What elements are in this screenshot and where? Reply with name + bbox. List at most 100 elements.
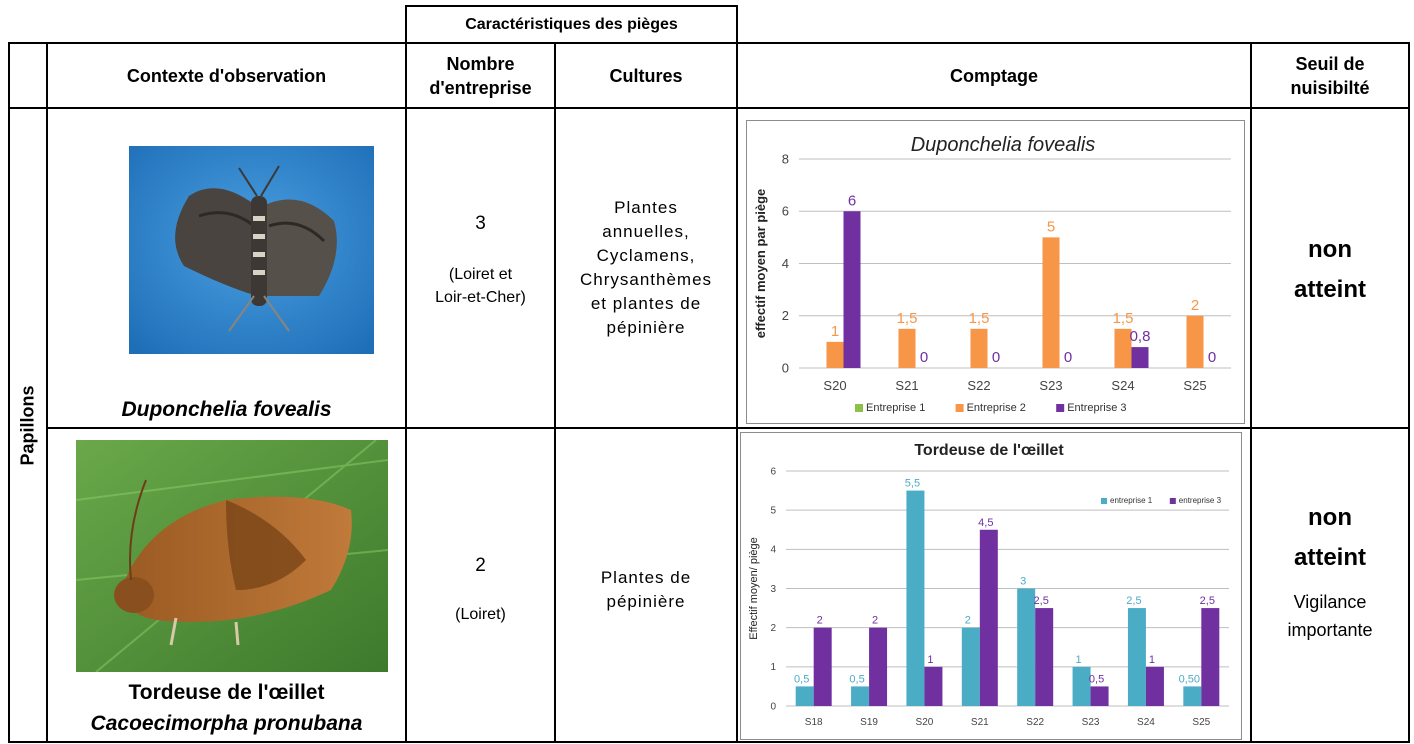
- legend-swatch: [1101, 498, 1107, 504]
- data-label: 4,5: [978, 517, 993, 529]
- threshold-status-tordeuse: non atteint Vigilance importante: [1252, 498, 1408, 688]
- bar: [1035, 608, 1054, 706]
- company-count-tordeuse: 2 (Loiret): [407, 548, 554, 638]
- company-count-value: 3: [475, 213, 486, 234]
- data-label: 0,50: [1179, 673, 1200, 685]
- bar: [813, 627, 832, 706]
- bar: [979, 529, 998, 706]
- crop-line: annuelles,: [602, 222, 690, 241]
- crops-duponchelia: Plantes annuelles, Cyclamens, Chrysanthè…: [556, 178, 736, 358]
- species-name-tordeuse: Tordeuse de l'œillet Cacoecimorpha pronu…: [48, 676, 405, 740]
- y-tick-label: 6: [782, 204, 789, 219]
- note-line1: Vigilance: [1293, 592, 1367, 612]
- bar: [1201, 608, 1220, 706]
- header-crops: Cultures: [556, 44, 736, 107]
- bar: [1183, 686, 1202, 706]
- header-context: Contexte d'observation: [48, 44, 405, 107]
- species-latin-name: Cacoecimorpha pronubana: [90, 712, 363, 735]
- header-company-count: Nombre d'entreprise: [407, 44, 554, 107]
- grid-line: [1408, 42, 1410, 743]
- data-label: 5: [1047, 218, 1055, 235]
- crop-line: pépinière: [606, 592, 686, 611]
- region-line1: (Loiret et: [448, 266, 513, 283]
- moth-photo-tordeuse: [76, 440, 388, 672]
- y-tick-label: 8: [782, 151, 789, 166]
- x-tick-label: S23: [1039, 378, 1062, 393]
- species-name-duponchelia: Duponchelia fovealis: [48, 392, 405, 426]
- header-threshold-line1: Seuil de: [1295, 53, 1365, 74]
- bar: [843, 211, 861, 368]
- y-tick-label: 0: [782, 360, 789, 375]
- crop-line: Plantes: [614, 198, 678, 217]
- header-counting-label: Comptage: [949, 65, 1038, 86]
- chart-tordeuse-svg: Tordeuse de l'œillet Effectif moyen/ pièg…: [748, 442, 1229, 728]
- status-line1: non: [1308, 236, 1352, 263]
- x-tick-label: S22: [967, 378, 990, 393]
- legend-label: entreprise 3: [1179, 496, 1222, 505]
- y-tick-label: 5: [770, 506, 776, 517]
- y-tick-label: 1: [770, 662, 776, 673]
- x-tick-label: S19: [860, 717, 878, 728]
- status-line1: non: [1308, 504, 1352, 531]
- x-tick-label: S21: [895, 378, 918, 393]
- data-label: 2,5: [1034, 595, 1049, 607]
- bar: [869, 627, 888, 706]
- data-label: 0: [920, 349, 928, 366]
- x-tick-label: S21: [971, 717, 989, 728]
- data-label: 1: [831, 323, 839, 340]
- moth-photo-duponchelia: [129, 146, 374, 354]
- y-tick-label: 4: [770, 545, 776, 556]
- legend-swatch: [955, 404, 964, 412]
- legend-swatch: [1056, 404, 1065, 412]
- legend-swatch: [855, 404, 863, 412]
- data-label: 2: [817, 615, 823, 627]
- data-label: 1: [927, 654, 933, 666]
- bar: [1090, 686, 1109, 706]
- x-tick-label: S20: [916, 717, 934, 728]
- region-line2: Loir-et-Cher): [435, 289, 526, 306]
- data-label: 5,5: [905, 478, 920, 490]
- grid-line: [8, 107, 1410, 109]
- data-label: 1,5: [969, 310, 990, 327]
- grid-line: [554, 42, 556, 743]
- data-label: 2: [872, 615, 878, 627]
- moth-duponchelia-icon: [129, 146, 374, 354]
- legend-label: Entreprise 3: [1067, 402, 1126, 414]
- grid-line: [8, 42, 1410, 44]
- bar: [1017, 588, 1036, 706]
- group-header-trap-features: Caractéristiques des pièges: [407, 7, 736, 42]
- x-tick-label: S22: [1026, 717, 1044, 728]
- x-tick-label: S18: [805, 717, 823, 728]
- company-count-duponchelia: 3 (Loiret et Loir-et-Cher): [407, 200, 554, 350]
- data-label: 1,5: [897, 310, 918, 327]
- bar: [1186, 315, 1204, 368]
- y-tick-label: 2: [770, 623, 776, 634]
- header-crops-label: Cultures: [609, 65, 683, 86]
- threshold-status-duponchelia: non atteint: [1252, 225, 1408, 315]
- data-label: 1: [1149, 654, 1155, 666]
- y-axis-label: effectif moyen par piège: [753, 189, 768, 339]
- data-label: 0: [1208, 349, 1216, 366]
- bar: [1072, 666, 1091, 706]
- data-label: 1: [1076, 654, 1082, 666]
- x-tick-label: S25: [1192, 717, 1210, 728]
- legend-label: Entreprise 1: [866, 402, 925, 414]
- x-tick-label: S20: [823, 378, 846, 393]
- row-group-label-text: Papillons: [17, 384, 38, 466]
- data-label: 0,5: [794, 673, 809, 685]
- bar: [906, 490, 925, 706]
- crop-line: Plantes de: [600, 568, 692, 587]
- data-label: 2: [965, 615, 971, 627]
- header-threshold-line2: nuisibilté: [1290, 77, 1370, 98]
- bar: [1114, 328, 1132, 368]
- bar: [898, 328, 916, 368]
- company-count-value: 2: [475, 555, 486, 576]
- bar: [961, 627, 980, 706]
- legend-label: Entreprise 2: [967, 402, 1026, 414]
- header-threshold: Seuil de nuisibilté: [1252, 44, 1408, 107]
- data-label: 2,5: [1200, 595, 1215, 607]
- data-label: 0: [992, 349, 1000, 366]
- grid-line: [1250, 42, 1252, 743]
- data-label: 2: [1191, 297, 1199, 314]
- bar: [826, 341, 844, 368]
